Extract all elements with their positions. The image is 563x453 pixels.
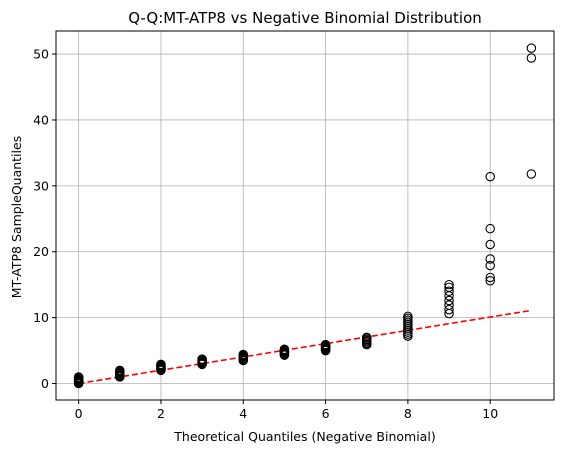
data-point [444, 295, 454, 306]
reference-line-group [78, 309, 532, 385]
grid [56, 31, 554, 400]
x-tick-label: 2 [157, 406, 165, 421]
data-point [485, 223, 495, 234]
data-point [444, 282, 454, 293]
x-tick-label: 4 [239, 406, 247, 421]
data-point [485, 171, 495, 182]
data-point [238, 349, 249, 360]
chart-title: Q-Q:MT-ATP8 vs Negative Binomial Distrib… [128, 9, 482, 27]
data-point [485, 239, 495, 250]
data-point [444, 304, 454, 315]
data-point [156, 359, 166, 370]
x-tick-label: 6 [322, 406, 330, 421]
data-point [361, 332, 372, 343]
data-point [526, 169, 537, 179]
data-point [403, 311, 413, 322]
data-point [444, 300, 454, 310]
data-point [197, 354, 207, 364]
data-point [444, 279, 454, 290]
data-point [526, 53, 537, 63]
y-tick-label: 20 [33, 244, 49, 259]
data-point [320, 339, 331, 350]
data-point [444, 286, 454, 297]
data-point [485, 254, 495, 264]
x-tick-label: 8 [404, 406, 412, 421]
x-axis-label: Theoretical Quantiles (Negative Binomial… [173, 429, 435, 444]
y-tick-label: 0 [41, 376, 49, 391]
y-tick-label: 50 [33, 47, 49, 62]
y-tick-label: 10 [33, 310, 49, 325]
x-tick-label: 10 [482, 406, 498, 421]
y-tick-label: 30 [33, 178, 49, 193]
data-point [526, 43, 537, 53]
data-point [485, 272, 495, 283]
data-point [73, 372, 84, 382]
data-point [485, 260, 495, 271]
x-tick-label: 0 [75, 406, 83, 421]
y-axis-label: MT-ATP8 SampleQuantiles [9, 136, 24, 298]
data-point [485, 275, 495, 286]
axis-ticks: 0 2 4 6 8 10 0 10 20 30 40 50 [33, 47, 498, 421]
reference-line [78, 309, 532, 385]
y-tick-label: 40 [33, 112, 49, 127]
data-point [115, 365, 125, 376]
data-points [73, 43, 537, 389]
plot-area-frame [55, 30, 555, 401]
data-point [279, 344, 290, 355]
